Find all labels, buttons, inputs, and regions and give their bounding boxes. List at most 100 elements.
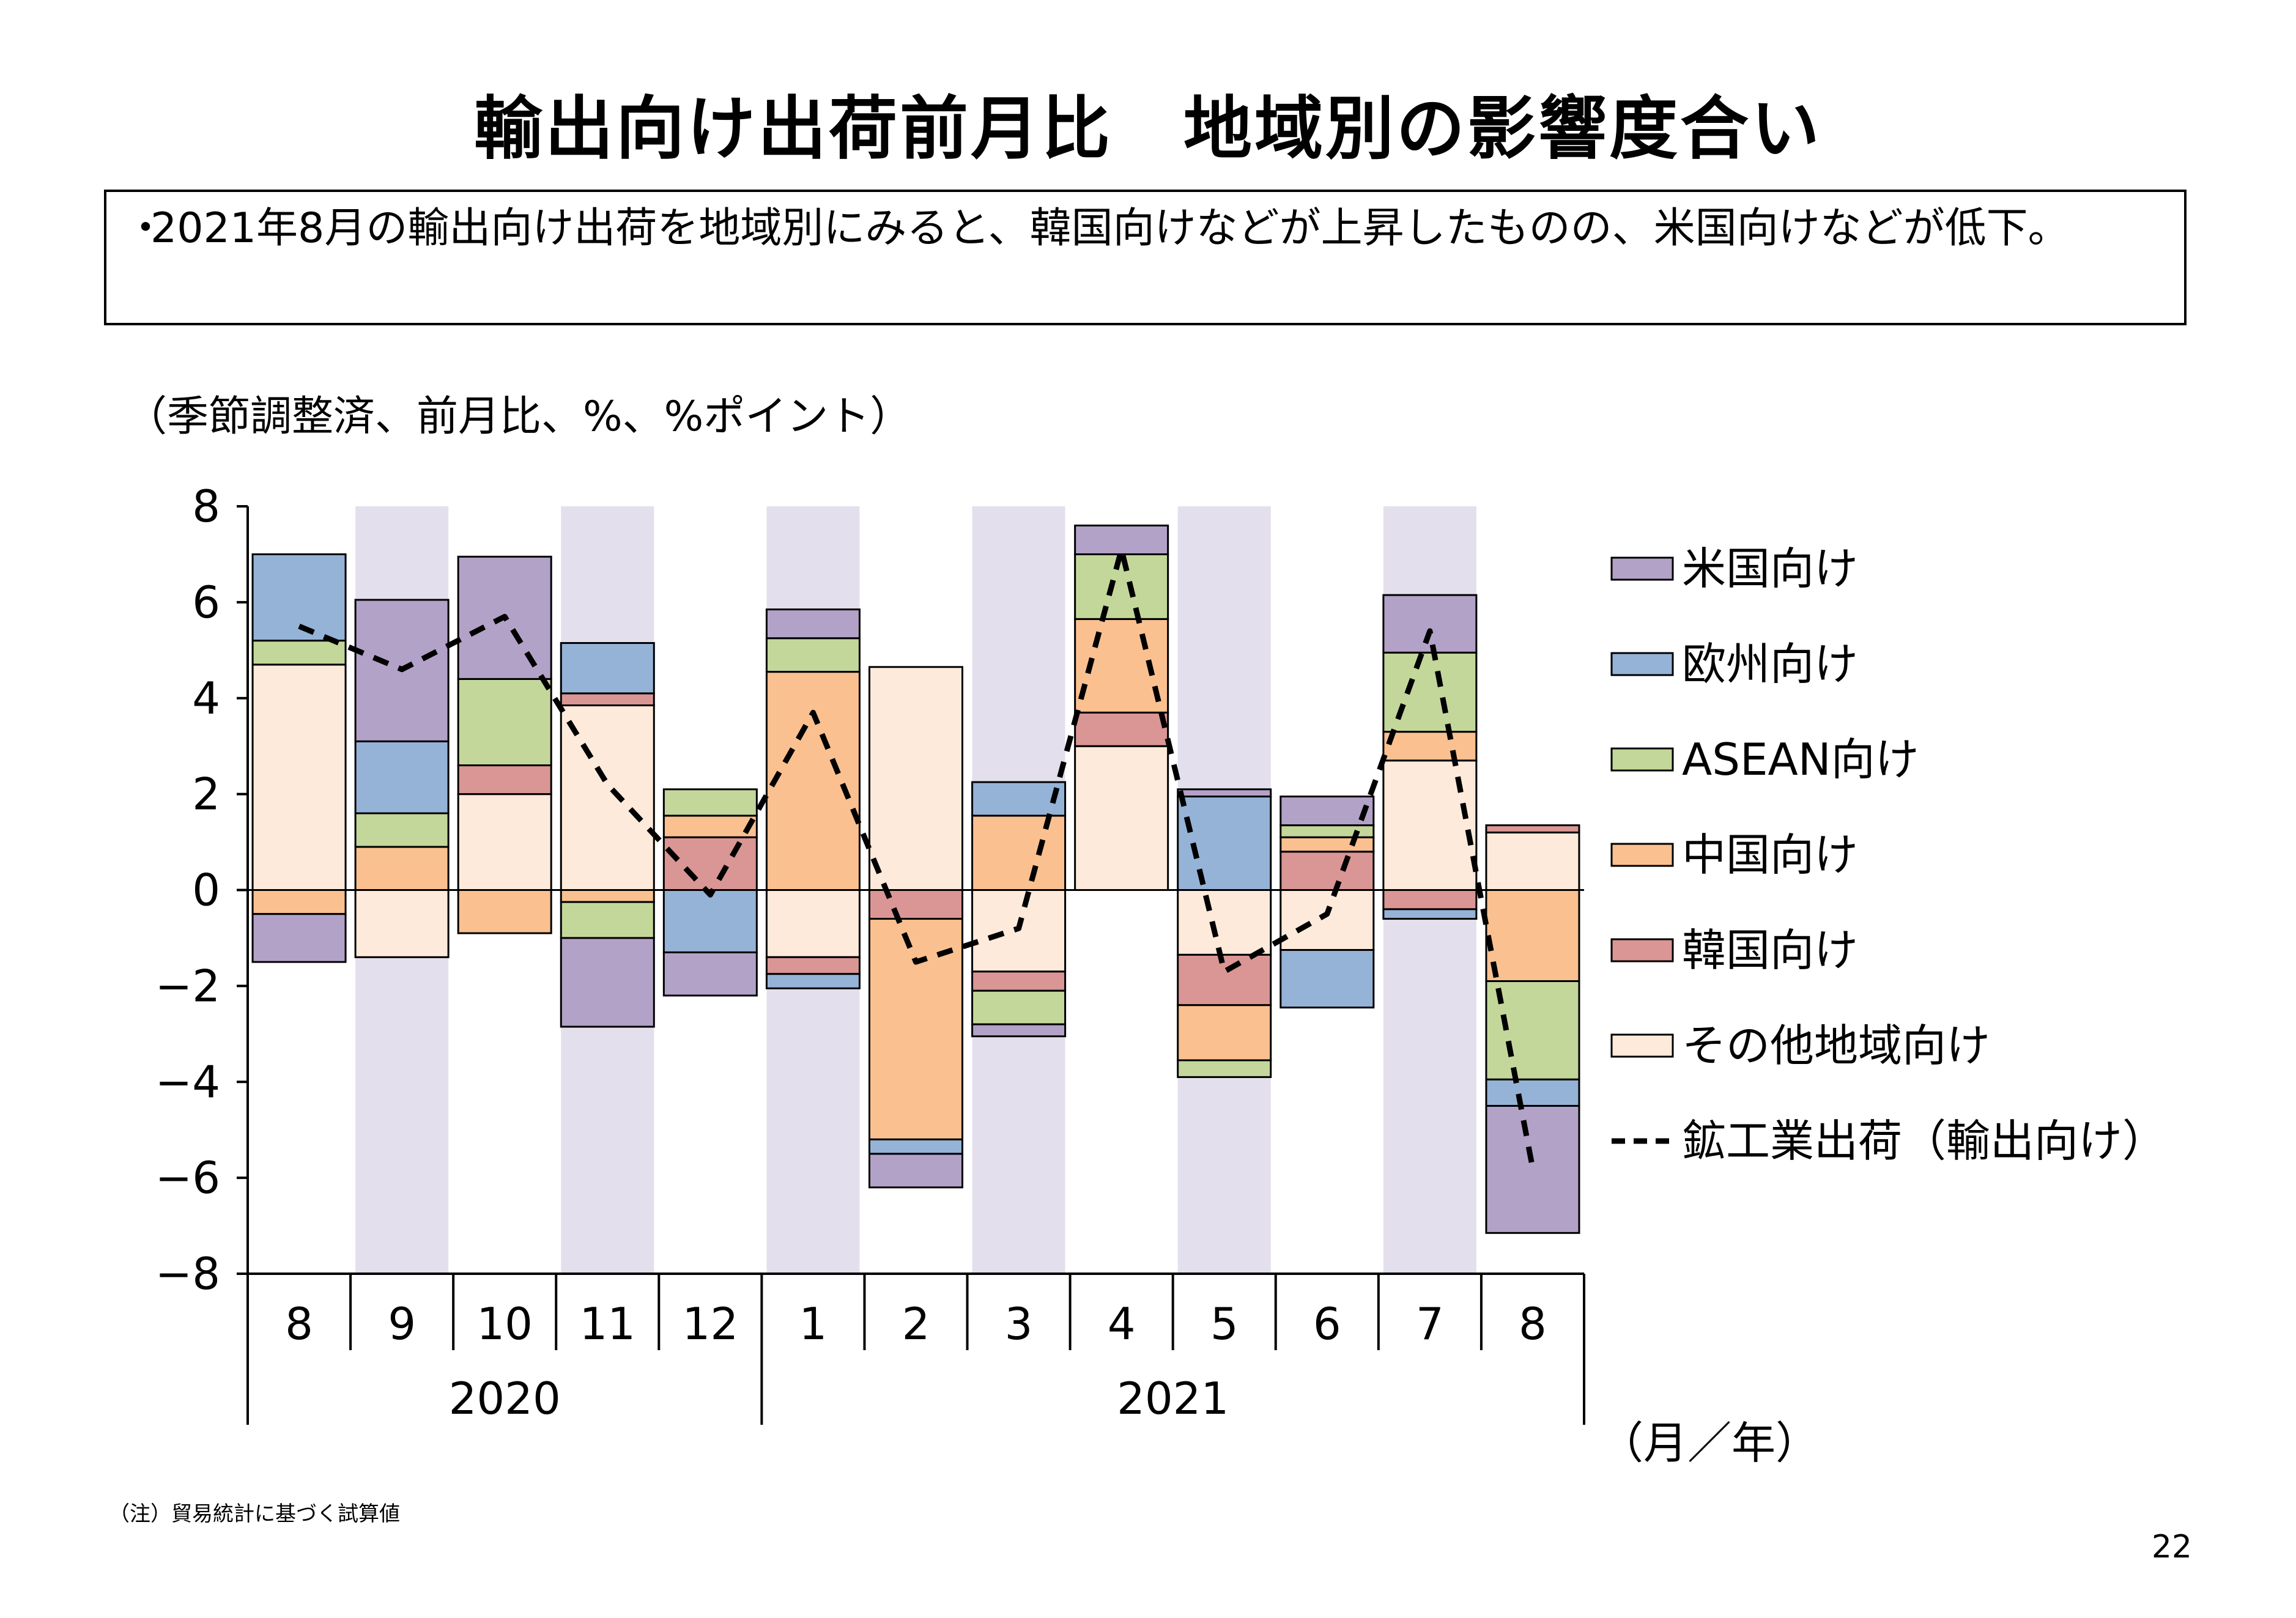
- unit-label: （季節調整済、前月比、%、%ポイント）: [125, 393, 912, 441]
- y-tick-label: −2: [155, 960, 220, 1011]
- bar-europe-7: [971, 781, 1067, 817]
- bar-china-3: [560, 889, 655, 903]
- bar-korea-10: [1279, 851, 1375, 891]
- bar-asean-7: [971, 989, 1067, 1025]
- bar-other-1: [354, 889, 450, 958]
- bar-korea-6: [868, 889, 963, 920]
- bar-other-10: [1279, 889, 1375, 951]
- stacked-bars: [251, 524, 1580, 1234]
- x-tick-label: 6: [1313, 1298, 1341, 1350]
- x-tick-label: 5: [1210, 1298, 1239, 1350]
- bar-us-9: [1177, 788, 1272, 798]
- y-tick-label: 8: [192, 481, 220, 532]
- bar-europe-6: [868, 1138, 963, 1155]
- bar-other-3: [560, 704, 655, 891]
- x-tick-label: 3: [1005, 1298, 1033, 1350]
- y-tick-label: 6: [192, 577, 220, 628]
- bar-asean-8: [1074, 553, 1169, 620]
- bar-korea-3: [560, 692, 655, 707]
- legend-label-china: 中国向け: [1682, 829, 1858, 881]
- bar-china-9: [1177, 1004, 1272, 1062]
- bar-korea-2: [457, 764, 552, 796]
- legend-swatch-china: [1610, 843, 1674, 867]
- bar-asean-10: [1279, 824, 1375, 838]
- legend-label-us: 米国向け: [1682, 543, 1858, 594]
- x-tick-label: 1: [799, 1298, 828, 1350]
- bar-asean-3: [560, 901, 655, 939]
- legend-label-europe: 欧州向け: [1682, 638, 1858, 690]
- bar-us-0: [251, 913, 347, 963]
- bar-korea-7: [971, 970, 1067, 992]
- bar-asean-0: [251, 640, 347, 666]
- legend-label-other: その他地域向け: [1682, 1020, 1990, 1071]
- bar-us-8: [1074, 524, 1169, 555]
- y-tick-label: −6: [155, 1152, 220, 1203]
- bar-other-12: [1485, 831, 1580, 891]
- bar-us-5: [765, 608, 861, 640]
- bar-other-6: [868, 666, 963, 891]
- bar-europe-1: [354, 740, 450, 815]
- bar-china-1: [354, 846, 450, 891]
- x-tick-label: 9: [388, 1298, 416, 1350]
- bar-asean-2: [457, 678, 552, 767]
- bar-other-9: [1177, 889, 1272, 956]
- bar-korea-11: [1382, 889, 1478, 911]
- bar-korea-8: [1074, 711, 1169, 747]
- bar-us-11: [1382, 594, 1478, 654]
- bar-europe-9: [1177, 796, 1272, 891]
- bar-europe-4: [662, 889, 758, 953]
- bar-other-8: [1074, 745, 1169, 891]
- x-tick-label: 10: [476, 1298, 533, 1350]
- bar-asean-5: [765, 637, 861, 673]
- bar-korea-5: [765, 956, 861, 975]
- bar-china-11: [1382, 731, 1478, 762]
- bar-europe-3: [560, 642, 655, 695]
- bar-other-5: [765, 889, 861, 958]
- bar-us-4: [662, 951, 758, 997]
- bar-asean-4: [662, 788, 758, 817]
- bar-asean-1: [354, 812, 450, 848]
- x-axis-unit-label: （月／年）: [1599, 1417, 1820, 1469]
- bar-china-5: [765, 671, 861, 891]
- bar-china-7: [971, 815, 1067, 891]
- y-tick-label: 2: [192, 769, 220, 820]
- footnote: （注）貿易統計に基づく試算値: [109, 1502, 400, 1526]
- bar-asean-11: [1382, 651, 1478, 733]
- summary-text: 2021年8月の輸出向け出荷を地域別にみると、韓国向けなどが上昇したものの、米国…: [150, 204, 2070, 253]
- bar-europe-12: [1485, 1078, 1580, 1107]
- summary-box: ・ 2021年8月の輸出向け出荷を地域別にみると、韓国向けなどが上昇したものの、…: [104, 190, 2187, 325]
- bar-china-10: [1279, 836, 1375, 853]
- bar-korea-4: [662, 836, 758, 891]
- legend-label-asean: ASEAN向け: [1682, 734, 1919, 785]
- bar-us-6: [868, 1153, 963, 1189]
- x-tick-label: 7: [1416, 1298, 1444, 1350]
- legend-label-korea: 韓国向け: [1682, 925, 1858, 976]
- bar-us-3: [560, 937, 655, 1028]
- x-tick-label: 12: [683, 1298, 739, 1350]
- legend-swatch-other: [1610, 1033, 1674, 1058]
- bar-china-2: [457, 889, 552, 934]
- y-tick-label: −8: [155, 1248, 220, 1299]
- bar-china-6: [868, 918, 963, 1140]
- shipment-line-series: [298, 547, 1536, 1169]
- x-tick-label: 11: [579, 1298, 635, 1350]
- bar-other-11: [1382, 759, 1478, 891]
- y-tick-label: 4: [192, 673, 220, 724]
- page-number: 22: [2151, 1529, 2192, 1565]
- y-tick-label: −4: [155, 1056, 220, 1107]
- x-tick-label: 8: [285, 1298, 313, 1350]
- bar-europe-5: [765, 973, 861, 989]
- line-series-shipments: [298, 547, 1536, 1169]
- legend-swatch-europe: [1610, 652, 1674, 676]
- y-tick-label: 0: [192, 865, 220, 916]
- bar-us-10: [1279, 796, 1375, 827]
- bar-us-7: [971, 1023, 1067, 1038]
- bar-china-4: [662, 815, 758, 838]
- x-year-label: 2020: [449, 1373, 561, 1424]
- x-tick-label: 2: [902, 1298, 930, 1350]
- page-title: 輸出向け出荷前月比 地域別の影響度合い: [474, 89, 1822, 169]
- bar-korea-12: [1485, 824, 1580, 833]
- summary-bullet: ・: [125, 204, 167, 253]
